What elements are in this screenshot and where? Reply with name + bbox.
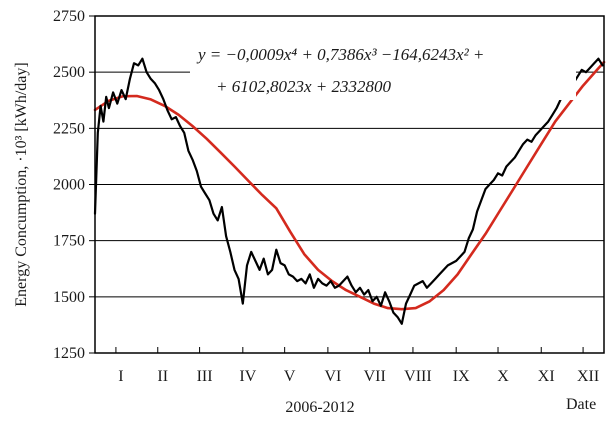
equation-background bbox=[190, 42, 576, 100]
y-tick-label: 2000 bbox=[53, 177, 85, 194]
x-tick-label: II bbox=[157, 368, 168, 385]
x-tick-label: VIII bbox=[404, 368, 432, 385]
fitted-polynomial-line bbox=[93, 60, 606, 311]
y-axis: 1250 1500 1750 2000 2250 2500 2750 bbox=[53, 8, 95, 362]
x-axis-label: 2006-2012 bbox=[285, 399, 354, 416]
x-tick-label: X bbox=[497, 368, 509, 385]
equation-line-1: y = −0,0009x⁴ + 0,7386x³ −164,6243x² + bbox=[196, 45, 484, 64]
y-tick-label: 1500 bbox=[53, 289, 85, 306]
x-tick-label: VI bbox=[324, 368, 341, 385]
x-tick-label: IX bbox=[453, 368, 470, 385]
x-tick-label: XII bbox=[577, 368, 599, 385]
x-axis: I II III IV V VI VII VIII IX X XI XII bbox=[115, 347, 599, 385]
x-tick-label: VII bbox=[364, 368, 386, 385]
y-axis-label: Energy Concumption, ·10³ [kWh/day] bbox=[13, 62, 30, 306]
y-tick-label: 2500 bbox=[53, 64, 85, 81]
x-tick-label: XI bbox=[538, 368, 555, 385]
y-tick-label: 2750 bbox=[53, 8, 85, 25]
x-tick-label: V bbox=[284, 368, 296, 385]
y-tick-label: 1750 bbox=[53, 233, 85, 250]
x-tick-label: IV bbox=[239, 368, 256, 385]
measured-series-line bbox=[93, 57, 604, 325]
x-axis-date-label: Date bbox=[566, 396, 596, 413]
x-tick-label: I bbox=[118, 368, 123, 385]
equation-line-2: + 6102,8023x + 2332800 bbox=[216, 77, 391, 96]
series-group bbox=[93, 57, 606, 325]
y-tick-label: 2250 bbox=[53, 120, 85, 137]
y-tick-label: 1250 bbox=[53, 345, 85, 362]
x-tick-label: III bbox=[197, 368, 213, 385]
